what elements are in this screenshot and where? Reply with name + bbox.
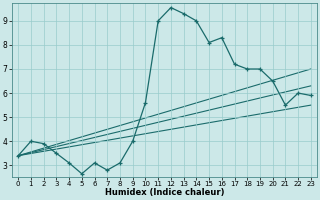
- X-axis label: Humidex (Indice chaleur): Humidex (Indice chaleur): [105, 188, 224, 197]
